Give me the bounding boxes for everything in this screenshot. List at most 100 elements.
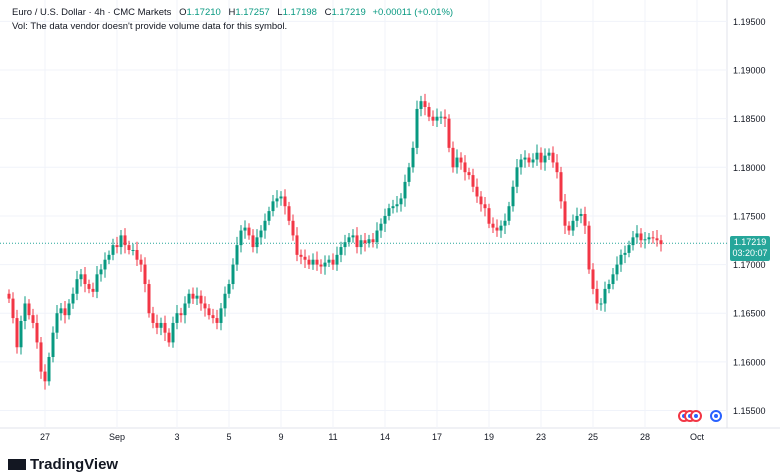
candle <box>411 141 415 173</box>
candle <box>307 255 311 269</box>
candle <box>271 195 275 217</box>
close-label: C <box>324 7 332 18</box>
candle-body <box>583 214 587 226</box>
candle <box>371 232 375 248</box>
event-marker-icon[interactable] <box>710 410 722 422</box>
candle <box>487 203 491 229</box>
candle <box>531 153 535 168</box>
y-tick-label: 1.16500 <box>733 309 766 319</box>
candle <box>319 259 323 274</box>
candle <box>43 364 47 390</box>
candle-body <box>191 293 195 299</box>
candle <box>407 162 411 187</box>
candle-body <box>51 332 55 357</box>
candle <box>579 208 583 224</box>
candle <box>79 268 83 287</box>
candle-body <box>327 259 331 263</box>
candle <box>215 309 219 330</box>
x-tick-label: 23 <box>536 432 546 442</box>
candle <box>131 243 135 256</box>
event-dot-icon <box>694 414 698 418</box>
y-tick-label: 1.16000 <box>733 357 766 367</box>
candle-body <box>563 201 567 226</box>
tradingview-logo[interactable]: TradingView <box>8 456 118 473</box>
candle <box>551 146 555 168</box>
candle-body <box>299 254 303 257</box>
candle-body <box>199 295 203 304</box>
candle-body <box>63 308 67 316</box>
candle <box>95 266 99 299</box>
candle-body <box>351 235 355 238</box>
candle-body <box>15 318 19 348</box>
candle <box>463 155 467 181</box>
candle-body <box>175 313 179 323</box>
candle-body <box>619 254 623 265</box>
candle <box>515 159 519 194</box>
low-value: 1.17198 <box>282 7 317 18</box>
candle <box>263 213 267 239</box>
candle-body <box>179 313 183 316</box>
candle-body <box>111 245 115 255</box>
candle-body <box>347 237 351 243</box>
candle-body <box>455 157 459 168</box>
candle <box>323 255 327 275</box>
candle-body <box>431 116 435 121</box>
candle <box>151 306 155 329</box>
candle-body <box>439 116 443 118</box>
candle-body <box>287 206 291 221</box>
candle-body <box>459 157 463 163</box>
candle-body <box>639 233 643 241</box>
symbol-title[interactable]: Euro / U.S. Dollar · 4h · CMC Markets <box>12 7 172 18</box>
candle-body <box>407 167 411 182</box>
candle <box>191 287 195 304</box>
candle <box>147 279 151 318</box>
x-tick-label: 14 <box>380 432 390 442</box>
candle <box>227 279 231 299</box>
candle-body <box>323 262 327 267</box>
candle <box>47 352 51 386</box>
candle-body <box>303 256 307 260</box>
candle-body <box>479 196 483 205</box>
candle-body <box>171 322 175 343</box>
candle <box>607 279 611 294</box>
candle <box>67 299 71 320</box>
candle-body <box>259 230 263 238</box>
candle-body <box>339 247 343 255</box>
candle <box>591 263 595 295</box>
x-tick-label: 5 <box>226 432 231 442</box>
candle <box>327 255 331 268</box>
event-marker-icon[interactable] <box>690 410 702 422</box>
candle-body <box>627 245 631 253</box>
candle <box>499 220 503 238</box>
candle-body <box>71 293 75 304</box>
candle-body <box>187 293 191 304</box>
candle <box>175 304 179 330</box>
candle <box>27 299 31 320</box>
candle-body <box>291 220 295 236</box>
candle-body <box>183 303 187 316</box>
candle-body <box>391 206 395 209</box>
candle-body <box>443 116 447 119</box>
candle-body <box>331 259 335 265</box>
candle <box>443 109 447 127</box>
candle-body <box>531 159 535 163</box>
candle <box>11 292 15 324</box>
candle <box>587 221 591 274</box>
candle-body <box>227 284 231 294</box>
candle <box>35 314 39 349</box>
candle <box>659 234 663 252</box>
candle <box>331 253 335 270</box>
candle-body <box>539 152 543 163</box>
candle-body <box>567 225 571 231</box>
candle-body <box>131 249 135 251</box>
candle <box>23 296 27 330</box>
candle-body <box>23 303 27 321</box>
candle <box>315 251 319 271</box>
candle <box>255 229 259 254</box>
candle-body <box>135 249 139 260</box>
candle-body <box>115 245 119 248</box>
candle-body <box>543 155 547 163</box>
y-tick-label: 1.19000 <box>733 66 766 76</box>
